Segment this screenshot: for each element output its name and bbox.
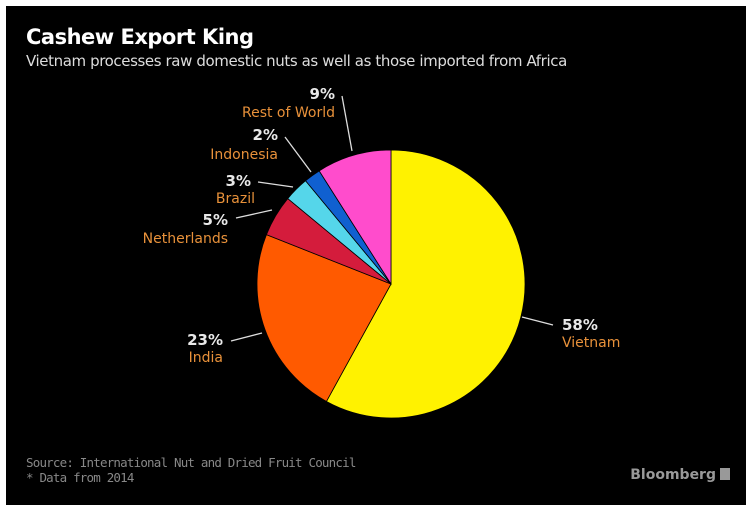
- leader-line-brazil: [257, 181, 294, 188]
- value-label-brazil: 3%: [226, 172, 251, 190]
- pie-slice-india: [256, 234, 392, 402]
- value-label-vietnam: 58%: [562, 316, 598, 334]
- value-label-netherlands: 5%: [203, 211, 228, 229]
- data-note: * Data from 2014: [26, 470, 134, 485]
- slice-label-netherlands: Netherlands: [143, 231, 228, 247]
- chart-title: Cashew Export King: [26, 25, 254, 49]
- leader-line-vietnam: [521, 316, 554, 326]
- slice-label-vietnam: Vietnam: [562, 335, 620, 351]
- bloomberg-logo-icon: [720, 468, 730, 480]
- bloomberg-logo: Bloomberg: [630, 467, 730, 483]
- leader-line-netherlands: [235, 209, 273, 219]
- chart-subtitle: Vietnam processes raw domestic nuts as w…: [26, 52, 567, 70]
- brand-name: Bloomberg: [630, 467, 716, 483]
- pie-slice-vietnam: [325, 149, 526, 419]
- slice-label-indonesia: Indonesia: [210, 147, 278, 163]
- source-note: Source: International Nut and Dried Frui…: [26, 455, 356, 470]
- value-label-indonesia: 2%: [253, 126, 278, 144]
- leader-line-india: [230, 332, 263, 342]
- slice-label-rest-of-world: Rest of World: [242, 105, 335, 121]
- leader-line-rest-of-world: [341, 95, 353, 152]
- value-label-rest-of-world: 9%: [310, 85, 335, 103]
- pie-slice-rest-of-world: [318, 149, 392, 286]
- leader-line-indonesia: [284, 136, 312, 173]
- slice-label-india: India: [189, 350, 223, 366]
- value-label-india: 23%: [187, 331, 223, 349]
- slice-label-brazil: Brazil: [216, 191, 255, 207]
